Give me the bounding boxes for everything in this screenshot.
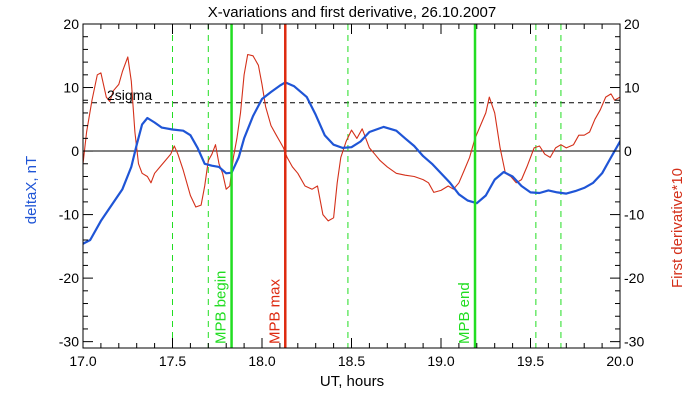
plot-frame (82, 23, 621, 349)
y-tick-label-left: -10 (59, 207, 79, 223)
y-tick-label-right: 10 (624, 80, 640, 96)
y-tick-label-right: -10 (624, 207, 644, 223)
y-tick-label-left: -20 (59, 270, 79, 286)
y-tick-label-left: -30 (59, 334, 79, 350)
y-tick-label-right: -20 (624, 270, 644, 286)
plot-area: MPB begin MPB max MPB end 2sigma (83, 24, 620, 348)
y-tick-label-left: 10 (63, 80, 79, 96)
axes: 17.0 17.5 18.0 18.5 19.0 19.5 20.0 20 10 0 -10 -20 -… (59, 16, 645, 369)
y-tick-label-right: 0 (624, 143, 632, 159)
y-tick-label-right: -30 (624, 334, 644, 350)
x-tick-label: 18.0 (248, 353, 275, 369)
series-derivative-line (83, 53, 620, 222)
vline-label-mpb-end: MPB end (456, 282, 473, 344)
x-tick-label: 17.0 (69, 353, 96, 369)
y-axis-label-left: deltaX, nT (23, 156, 40, 224)
chart-title: X-variations and first derivative, 26.10… (208, 4, 497, 21)
y-tick-label-left: 20 (63, 16, 79, 32)
y-tick-label-left: 0 (71, 143, 79, 159)
threshold-label: 2sigma (107, 87, 152, 103)
y-axis-label-right: First derivative*10 (669, 168, 686, 288)
x-tick-label: 19.0 (427, 353, 454, 369)
y-tick-label-right: 20 (624, 16, 640, 32)
x-axis-label: UT, hours (320, 373, 384, 390)
x-tick-label: 20.0 (606, 353, 633, 369)
x-tick-label: 19.5 (517, 353, 544, 369)
vline-label-mpb-begin: MPB begin (213, 271, 230, 344)
vline-label-mpb-max: MPB max (266, 278, 283, 344)
plot-content (83, 24, 620, 348)
x-tick-label: 17.5 (159, 353, 186, 369)
series-deltax-line (83, 81, 620, 245)
x-tick-label: 18.5 (338, 353, 365, 369)
